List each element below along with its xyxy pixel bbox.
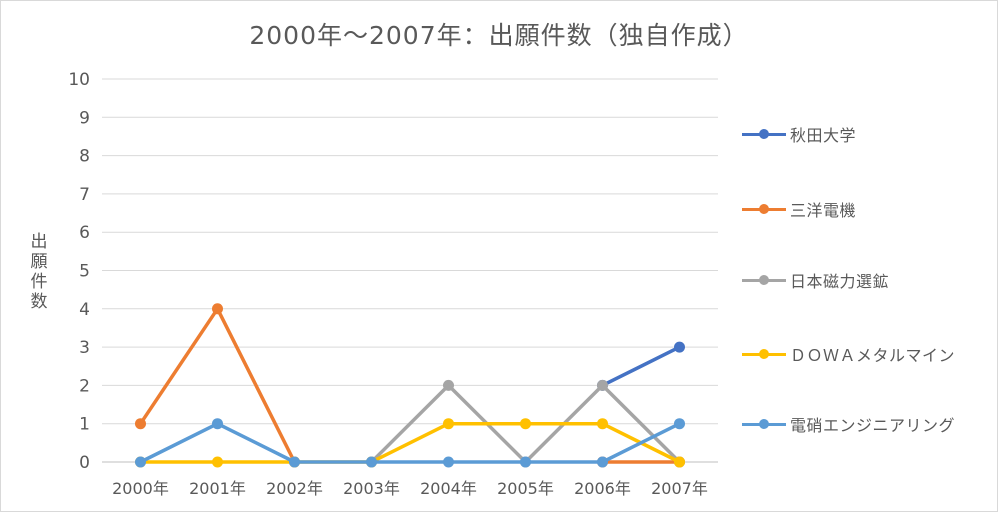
legend-item: 三洋電機 bbox=[742, 197, 856, 221]
data-point bbox=[212, 418, 223, 430]
series-segment bbox=[369, 383, 451, 464]
legend-item: 秋田大学 bbox=[742, 122, 856, 146]
legend-swatch bbox=[742, 273, 786, 287]
legend-label: 日本磁力選鉱 bbox=[790, 272, 890, 291]
gridlines bbox=[102, 78, 718, 463]
y-tick-labels: 0 1 2 3 4 5 6 7 8 9 10 bbox=[68, 70, 90, 473]
data-point bbox=[674, 341, 685, 353]
series-segment bbox=[369, 421, 451, 464]
data-point bbox=[366, 456, 377, 468]
x-tick-label: 2000年 bbox=[112, 479, 169, 498]
series-segment bbox=[138, 421, 220, 464]
series-電硝エンジニアリング bbox=[135, 418, 685, 468]
legend-swatch bbox=[742, 127, 786, 141]
y-tick-label: 2 bbox=[79, 376, 90, 396]
legend-item: 電硝エンジニアリング bbox=[742, 412, 955, 436]
y-axis-label-char: 出 bbox=[30, 232, 48, 252]
x-tick-label: 2006年 bbox=[574, 479, 631, 498]
y-tick-label: 3 bbox=[79, 338, 90, 358]
y-tick-label: 1 bbox=[79, 415, 90, 435]
y-tick-label: 5 bbox=[79, 262, 90, 282]
series-segment bbox=[215, 307, 297, 464]
legend-swatch bbox=[742, 417, 786, 431]
legend-item: ＤＯＷＡメタルマイン bbox=[742, 342, 955, 366]
data-point bbox=[212, 456, 223, 468]
data-point bbox=[443, 456, 454, 468]
chart-title: 2000年～2007年：出願件数（独自作成） bbox=[249, 21, 749, 50]
data-point bbox=[597, 379, 608, 391]
data-point bbox=[520, 418, 531, 430]
x-tick-label: 2002年 bbox=[266, 479, 323, 498]
y-tick-label: 10 bbox=[68, 70, 90, 90]
series-lines bbox=[135, 303, 685, 468]
legend-item: 日本磁力選鉱 bbox=[742, 268, 889, 292]
x-tick-label: 2001年 bbox=[189, 479, 246, 498]
data-point bbox=[135, 418, 146, 430]
x-tick-label: 2003年 bbox=[343, 479, 400, 498]
series-segment bbox=[600, 345, 682, 388]
data-point bbox=[597, 418, 608, 430]
legend-label: ＤＯＷＡメタルマイン bbox=[790, 346, 956, 365]
series-segment bbox=[138, 307, 220, 426]
x-tick-labels: 2000年 2001年 2002年 2003年 2004年 2005年 2006年 2007年 bbox=[112, 479, 708, 498]
data-point bbox=[674, 456, 685, 468]
data-point bbox=[212, 303, 223, 315]
x-tick-label: 2007年 bbox=[651, 479, 708, 498]
y-tick-label: 8 bbox=[79, 147, 90, 167]
y-axis-label-char: 件 bbox=[30, 272, 48, 292]
legend-label: 秋田大学 bbox=[790, 126, 857, 145]
y-tick-label: 7 bbox=[79, 185, 90, 205]
data-point bbox=[289, 456, 300, 468]
y-axis-label: 出願件数 bbox=[28, 232, 50, 312]
y-axis-label-char: 願 bbox=[30, 252, 48, 272]
y-tick-label: 0 bbox=[79, 453, 90, 473]
legend-swatch bbox=[742, 202, 786, 216]
data-point bbox=[135, 456, 146, 468]
legend: 秋田大学三洋電機日本磁力選鉱 ＤＯＷＡメタルマイン 電硝エンジニアリング bbox=[742, 0, 992, 512]
x-tick-label: 2005年 bbox=[497, 479, 554, 498]
series-segment bbox=[215, 421, 297, 464]
x-tick-label: 2004年 bbox=[420, 479, 477, 498]
series-segment bbox=[600, 383, 682, 464]
series-秋田大学 bbox=[597, 341, 685, 391]
y-axis-label-char: 数 bbox=[30, 292, 48, 312]
data-point bbox=[443, 379, 454, 391]
y-tick-label: 9 bbox=[79, 108, 90, 128]
data-point bbox=[674, 418, 685, 430]
data-point bbox=[520, 456, 531, 468]
y-tick-label: 6 bbox=[79, 223, 90, 243]
legend-label: 三洋電機 bbox=[790, 201, 857, 220]
series-segment bbox=[600, 421, 682, 464]
data-point bbox=[597, 456, 608, 468]
y-tick-label: 4 bbox=[79, 300, 90, 320]
legend-label: 電硝エンジニアリング bbox=[790, 416, 956, 435]
legend-swatch bbox=[742, 347, 786, 361]
data-point bbox=[443, 418, 454, 430]
